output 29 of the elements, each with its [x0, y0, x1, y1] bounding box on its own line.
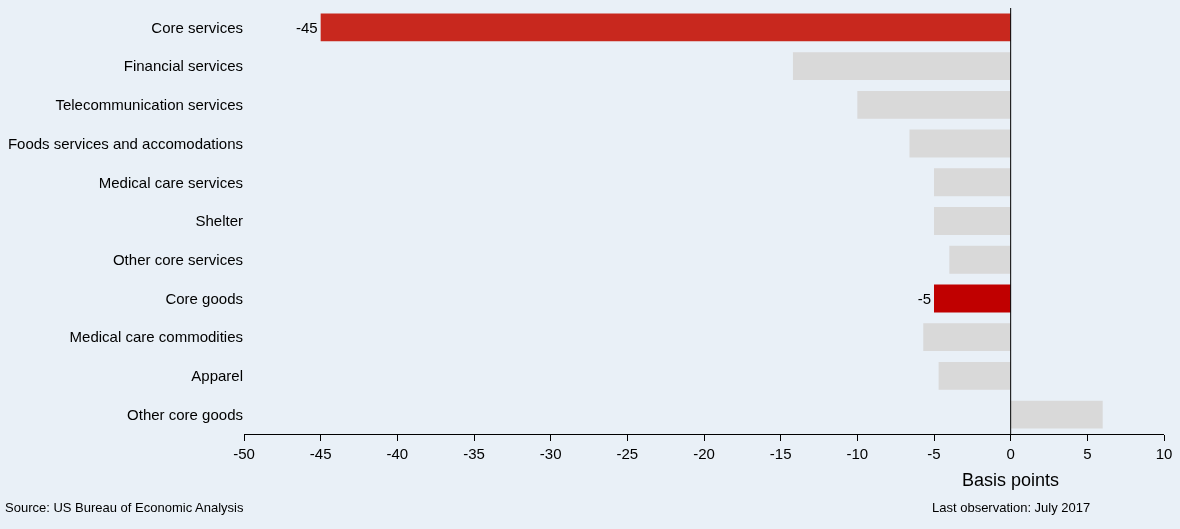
data-label: -45 [295, 18, 318, 36]
y-tick-label: Financial services [123, 57, 243, 75]
y-tick-label: Medical care commodities [69, 328, 243, 346]
x-tick-label: -40 [386, 445, 409, 462]
x-tick-label: -15 [769, 445, 792, 462]
y-tick-label: Medical care services [98, 173, 243, 191]
text: Last observation: July 2017 [932, 500, 1091, 515]
y-tick-label: Apparel [191, 367, 243, 385]
x-tick-label: -50 [233, 445, 255, 462]
x-tick-label: -5 [927, 445, 941, 462]
y-tick-label: Other core services [112, 250, 243, 268]
x-tick-label: -25 [616, 445, 639, 462]
x-tick-label: -30 [539, 445, 562, 462]
x-tick-label: -35 [463, 445, 485, 462]
x-tick-label: -45 [309, 445, 332, 462]
x-axis-title: Basis points [962, 470, 1060, 490]
y-tick-label: Other core goods [127, 405, 243, 423]
y-tick-label: Foods services and accomodations [7, 134, 243, 152]
y-tick-label: Telecommunication services [55, 96, 243, 114]
source-note: Source: US Bureau of Economic Analysis [5, 500, 244, 515]
data-label: -5 [917, 289, 931, 307]
y-tick-label: Shelter [195, 212, 243, 230]
y-tick-label: Core services [151, 18, 243, 36]
x-tick-label: -20 [693, 445, 715, 462]
y-tick-label: Core goods [165, 289, 243, 307]
x-tick-label: 0 [1006, 445, 1015, 462]
x-tick-label: -10 [846, 445, 869, 462]
x-tick-label: 5 [1083, 445, 1092, 462]
x-tick-label: 10 [1155, 445, 1173, 462]
